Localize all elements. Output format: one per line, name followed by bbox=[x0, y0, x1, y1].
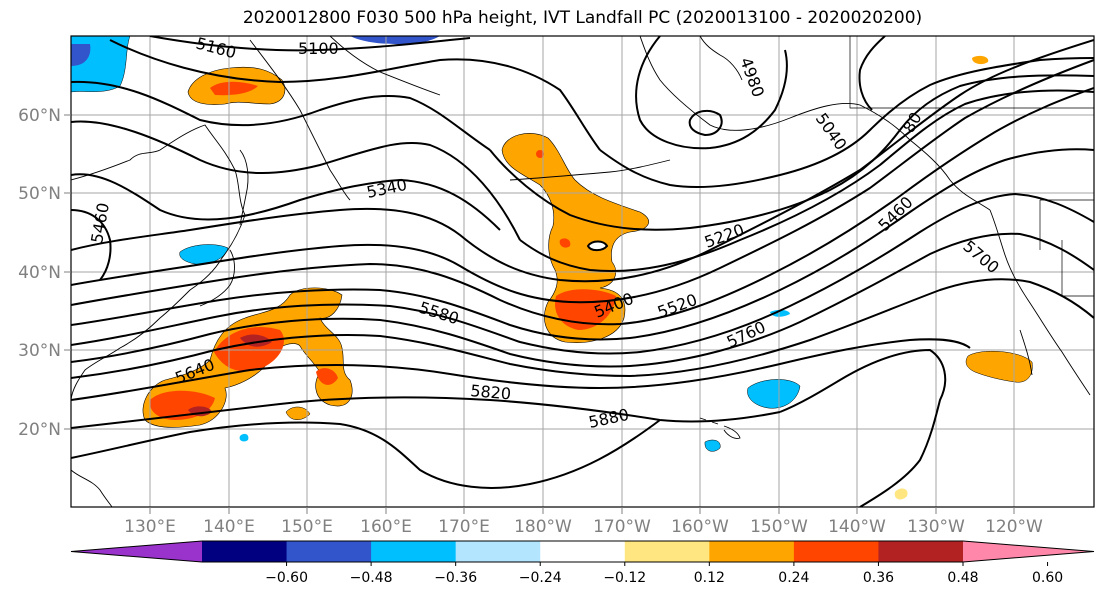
lon-tick-label: 140°W bbox=[828, 517, 886, 537]
colorbar-extend-high bbox=[963, 541, 1094, 562]
lat-tick-label: 50°N bbox=[18, 184, 61, 204]
axis-ticks bbox=[64, 114, 1015, 514]
lat-tick-label: 20°N bbox=[18, 420, 61, 440]
lon-tick-label: 130°E bbox=[124, 517, 176, 537]
colorbar-swatch bbox=[286, 541, 372, 562]
colorbar-tick-label: −0.60 bbox=[265, 570, 308, 586]
colorbar-tick-label: −0.36 bbox=[434, 570, 477, 586]
colorbar-tick-label: −0.48 bbox=[350, 570, 393, 586]
lon-tick-label: 180°W bbox=[514, 517, 572, 537]
lon-tick-label: 150°W bbox=[750, 517, 808, 537]
colorbar-tick-label: 0.60 bbox=[1032, 570, 1063, 586]
lon-tick-label: 170°W bbox=[593, 517, 651, 537]
colorbar-tick-label: 0.12 bbox=[694, 570, 725, 586]
lon-tick-labels: 130°E 140°E 150°E 160°E 170°E 180°W 170°… bbox=[124, 517, 1043, 537]
colorbar-tick-label: −0.24 bbox=[519, 570, 562, 586]
plot-title: 2020012800 F030 500 hPa height, IVT Land… bbox=[242, 8, 923, 28]
colorbar-tick-label: −0.12 bbox=[603, 570, 646, 586]
colorbar-tick-label: 0.48 bbox=[947, 570, 978, 586]
colorbar-tick-label: 0.36 bbox=[863, 570, 894, 586]
colorbar-swatch bbox=[793, 541, 879, 562]
colorbar-swatch bbox=[371, 541, 457, 562]
lon-tick-label: 140°E bbox=[203, 517, 255, 537]
lon-tick-label: 170°E bbox=[438, 517, 490, 537]
lat-tick-labels: 20°N 30°N 40°N 50°N 60°N bbox=[18, 106, 61, 440]
colorbar-swatch bbox=[624, 541, 710, 562]
lon-tick-label: 160°W bbox=[671, 517, 729, 537]
ivt-negative-shading bbox=[71, 36, 801, 452]
colorbar-tick-label: 0.24 bbox=[778, 570, 809, 586]
lat-tick-label: 40°N bbox=[18, 263, 61, 283]
height-contours bbox=[71, 36, 1094, 507]
lon-tick-label: 120°W bbox=[985, 517, 1043, 537]
colorbar-swatch bbox=[202, 541, 288, 562]
contour-label: 5820 bbox=[470, 381, 512, 403]
colorbar-swatch bbox=[455, 541, 541, 562]
contour-label: 5100 bbox=[298, 39, 339, 58]
lon-tick-label: 130°W bbox=[907, 517, 965, 537]
lon-tick-label: 150°E bbox=[281, 517, 333, 537]
colorbar-outline bbox=[70, 540, 1095, 563]
lat-tick-label: 30°N bbox=[18, 341, 61, 361]
colorbar-swatch bbox=[878, 541, 964, 562]
colorbar-extend-low bbox=[71, 541, 202, 562]
lat-tick-label: 60°N bbox=[18, 106, 61, 126]
colorbar: −0.60 −0.48 −0.36 −0.24 −0.12 0.12 0.24 0.36 0.4… bbox=[70, 540, 1095, 586]
lon-tick-label: 160°E bbox=[360, 517, 412, 537]
colorbar-swatch bbox=[709, 541, 795, 562]
map-panel: 5160 5100 4980 5040 80 5460 5340 5220 54… bbox=[71, 36, 1094, 507]
colorbar-swatch bbox=[540, 541, 626, 562]
